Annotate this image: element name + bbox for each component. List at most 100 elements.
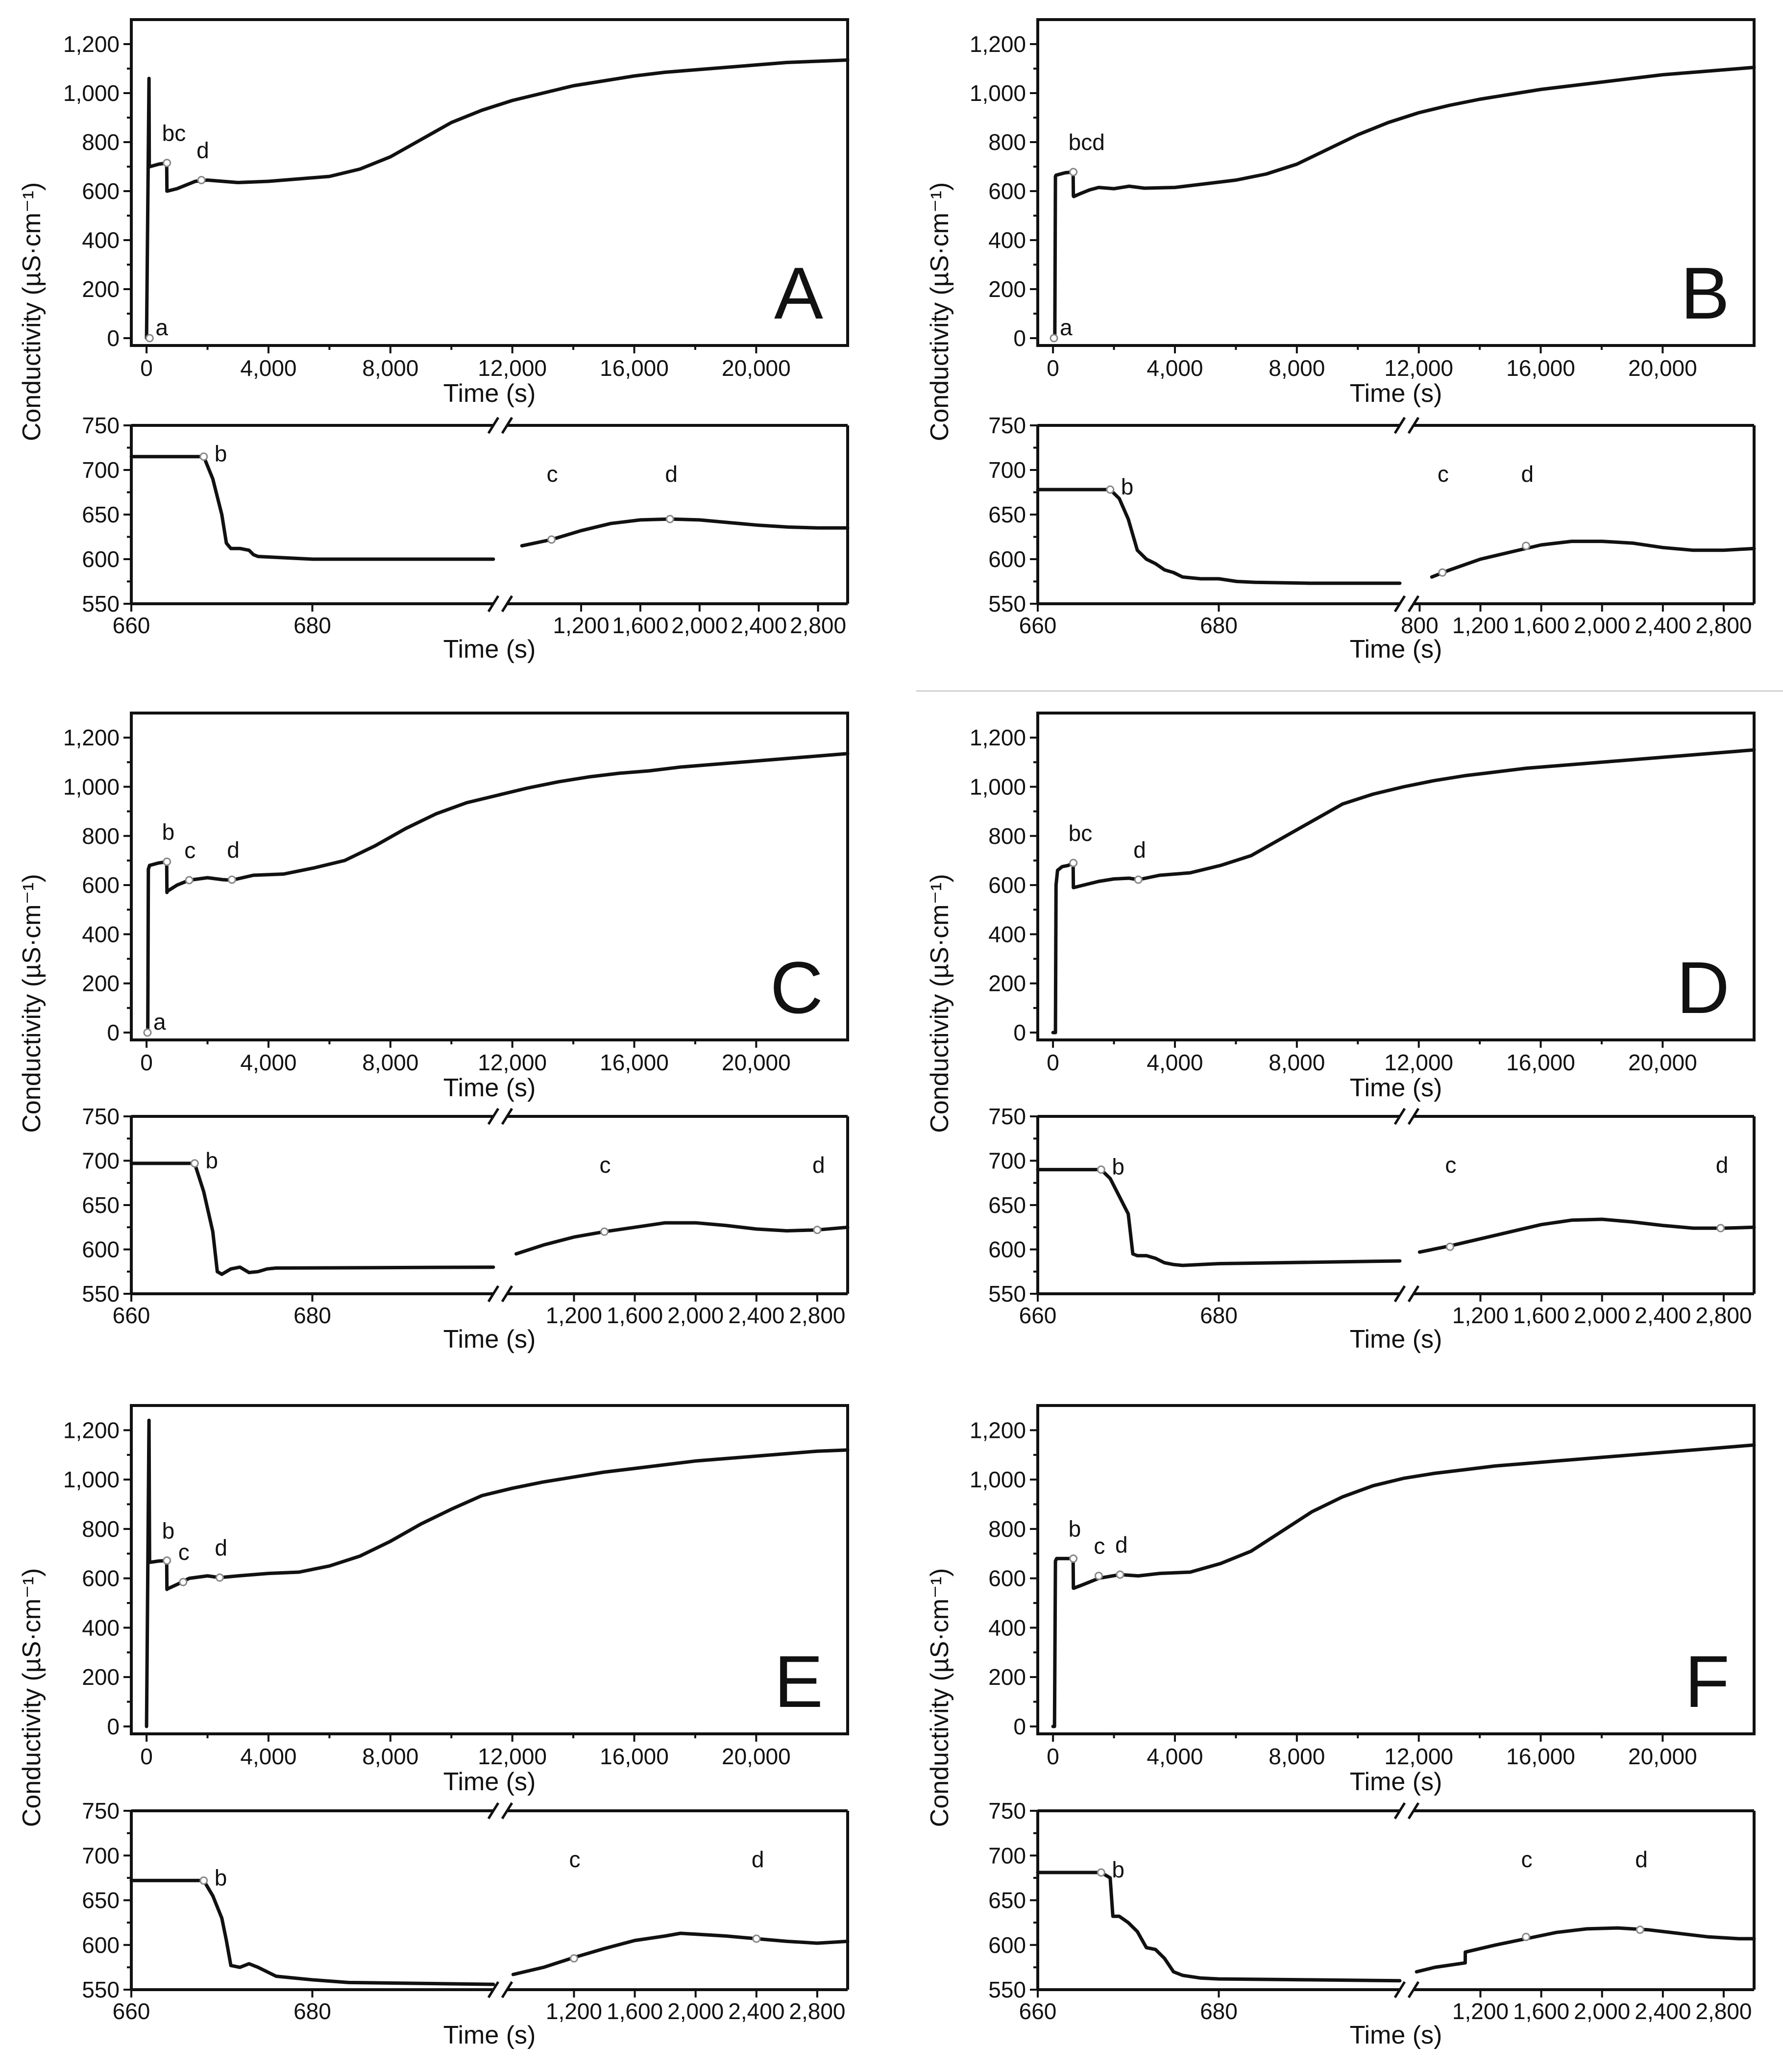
data-point-marker xyxy=(1134,875,1143,884)
x-axis-title: Time (s) xyxy=(1350,635,1442,664)
y-tick-label: 650 xyxy=(82,1192,120,1218)
data-point-marker xyxy=(1097,1868,1105,1877)
data-point-marker xyxy=(752,1934,761,1943)
data-point-label: d xyxy=(1133,837,1146,863)
y-tick-label: 600 xyxy=(82,546,120,572)
x-axis-title: Time (s) xyxy=(1350,1074,1442,1102)
x-tick-label: 2,000 xyxy=(1574,1303,1630,1328)
data-point-marker xyxy=(1069,168,1078,176)
axis-break-mark xyxy=(1393,1285,1406,1303)
x-tick-label: 4,000 xyxy=(1147,1050,1203,1075)
data-point-label: b xyxy=(162,819,175,844)
x-tick-label: 1,200 xyxy=(1452,613,1509,638)
y-tick-label: 800 xyxy=(988,823,1026,849)
data-point-marker xyxy=(1050,334,1058,343)
data-point-label: bc xyxy=(162,121,186,146)
y-tick-label: 700 xyxy=(988,1843,1026,1868)
panel-d-zoom: 550 600 650 700 750 660 680 1,200 1,600 2,000 2,40… xyxy=(988,1104,1756,1354)
series-line xyxy=(1051,748,1756,1035)
y-tick-label: 700 xyxy=(82,457,120,483)
x-tick-label: 16,000 xyxy=(600,355,669,381)
y-tick-label: 1,200 xyxy=(970,31,1026,57)
x-tick-label: 1,200 xyxy=(546,1303,602,1328)
data-point-marker xyxy=(145,334,154,343)
x-tick-label: 680 xyxy=(1200,613,1238,638)
series-line xyxy=(145,752,850,1035)
x-tick-label: 8,000 xyxy=(1269,1744,1325,1769)
plot-frame xyxy=(130,1404,849,1735)
x-axis-title: Time (s) xyxy=(443,1768,536,1796)
data-point-marker xyxy=(190,1159,199,1168)
data-point-marker xyxy=(199,1876,208,1885)
x-tick-label: 2,000 xyxy=(1574,613,1630,638)
y-tick-label: 750 xyxy=(988,413,1026,438)
series-line-left-segment xyxy=(1036,1168,1402,1267)
series-line-right-segment xyxy=(511,1931,850,1976)
y-tick-label: 750 xyxy=(82,413,120,438)
data-point-label: c xyxy=(547,461,558,487)
x-tick-label: 8,000 xyxy=(362,355,418,381)
y-tick-label: 650 xyxy=(82,502,120,527)
axis-break-mark xyxy=(487,1802,500,1820)
panel-d-overview: 0 200 400 600 800 1,000 1,200 0 4,000 8,000 12,000… xyxy=(970,712,1756,1102)
y-tick-label: 750 xyxy=(82,1798,120,1824)
data-point-label: b xyxy=(1069,1516,1081,1541)
data-point-marker xyxy=(215,1573,224,1582)
x-tick-label: 680 xyxy=(1200,1303,1238,1328)
x-tick-label: 680 xyxy=(293,1998,331,2024)
axis-break-mark xyxy=(487,417,500,434)
axis-break-mark xyxy=(501,1981,513,1998)
data-point-marker xyxy=(1106,485,1115,494)
y-axis-title: Conductivity (µS·cm⁻¹) xyxy=(926,182,954,441)
x-tick-label: 12,000 xyxy=(478,1744,547,1769)
y-tick-label: 400 xyxy=(988,227,1026,253)
x-tick-label: 660 xyxy=(1019,613,1057,638)
data-point-marker xyxy=(1069,859,1078,867)
axis-break-mark xyxy=(487,1285,500,1303)
y-axis-title: Conductivity (µS·cm⁻¹) xyxy=(18,182,46,441)
x-tick-label: 1,200 xyxy=(1452,1998,1509,2024)
x-tick-label: 2,800 xyxy=(789,1998,845,2024)
x-tick-label: 0 xyxy=(1047,1744,1059,1769)
x-tick-label: 12,000 xyxy=(478,1050,547,1075)
axis-break-mark xyxy=(501,417,513,434)
x-tick-label: 20,000 xyxy=(1628,1744,1697,1769)
y-tick-label: 600 xyxy=(82,1566,120,1591)
data-point-marker xyxy=(1522,542,1531,550)
x-axis-title: Time (s) xyxy=(1350,2021,1442,2049)
x-tick-label: 1,200 xyxy=(1452,1303,1509,1328)
x-tick-label: 8,000 xyxy=(362,1744,418,1769)
panel-letter: B xyxy=(1681,252,1730,334)
y-tick-label: 600 xyxy=(988,546,1026,572)
panel-a-overview: 0 200 400 600 800 1,000 1,200 0 4,000 8,000 12,000… xyxy=(63,18,850,408)
y-tick-label: 1,000 xyxy=(970,1467,1026,1492)
x-tick-label: 4,000 xyxy=(240,1050,296,1075)
x-tick-label: 12,000 xyxy=(478,355,547,381)
axis-break-mark xyxy=(487,1108,500,1125)
y-tick-label: 1,000 xyxy=(63,1467,120,1492)
y-tick-label: 600 xyxy=(82,1237,120,1262)
axis-break-mark xyxy=(1393,1108,1406,1125)
axis-break-mark xyxy=(501,1802,513,1820)
y-tick-label: 200 xyxy=(988,1664,1026,1690)
panel-letter: E xyxy=(774,1640,823,1723)
data-point-label: a xyxy=(155,315,168,340)
y-tick-label: 1,200 xyxy=(970,725,1026,750)
x-tick-label: 2,400 xyxy=(1635,613,1691,638)
data-point-label: d xyxy=(215,1535,227,1560)
y-tick-label: 750 xyxy=(82,1104,120,1129)
y-tick-label: 600 xyxy=(988,872,1026,898)
x-tick-label: 12,000 xyxy=(1384,1050,1453,1075)
series-line-right-segment xyxy=(1417,1217,1756,1254)
series-line-right-segment xyxy=(514,1221,850,1256)
y-axis-title: Conductivity (µS·cm⁻¹) xyxy=(926,874,954,1133)
data-point-marker xyxy=(547,535,556,544)
x-tick-label: 12,000 xyxy=(1384,1744,1453,1769)
x-tick-label: 680 xyxy=(1200,1998,1238,2024)
x-tick-label: 2,800 xyxy=(790,613,846,638)
data-point-label: b xyxy=(162,1518,175,1543)
data-point-label: c xyxy=(569,1847,580,1872)
data-point-marker xyxy=(163,857,171,866)
data-point-label: b xyxy=(205,1148,218,1173)
